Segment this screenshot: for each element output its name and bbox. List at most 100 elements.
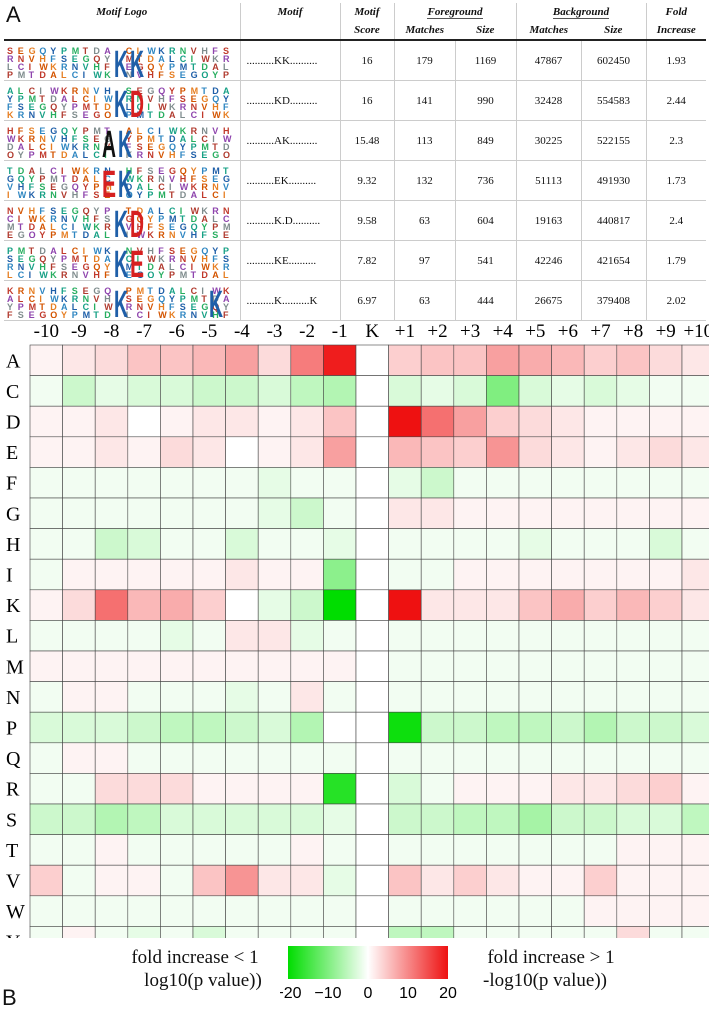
logo-glyph: R: [50, 214, 57, 224]
heatmap-cell: [583, 620, 618, 652]
motif-logo-image: AYFKLPSRCMENITGVWDQHKAYFRLPSNCMEVITGHWDQ…: [7, 84, 230, 118]
heatmap-cell: [323, 803, 357, 835]
logo-glyph: E: [137, 86, 143, 96]
motif-sequence: ..........AK..........: [239, 120, 340, 161]
logo-glyph: T: [126, 206, 132, 216]
logo-glyph: V: [83, 270, 89, 278]
heatmap-cell: [453, 681, 487, 713]
logo-glyph: V: [169, 174, 175, 184]
heatmap-cell: [681, 405, 709, 438]
heatmap-cell: [192, 926, 226, 938]
logo-glyph: R: [169, 46, 176, 56]
heatmap-cell: [681, 926, 709, 938]
logo-glyph: Y: [50, 254, 56, 264]
logo-glyph: I: [83, 70, 86, 78]
fg-matches: 179: [393, 40, 455, 81]
heatmap-cell: [94, 528, 129, 560]
logo-glyph: R: [93, 166, 100, 176]
heatmap-cell: [355, 834, 389, 866]
logo-glyph: V: [93, 294, 99, 304]
heatmap-cell: [62, 711, 96, 744]
logo-glyph: Y: [61, 310, 67, 318]
heatmap-cell: [192, 589, 226, 621]
logo-glyph: Y: [83, 182, 89, 192]
heatmap-cell: [29, 711, 63, 744]
logo-glyph: I: [126, 230, 129, 238]
heatmap-cell: [649, 436, 683, 468]
logo-glyph: A: [61, 94, 68, 104]
heatmap-cell: [323, 620, 357, 652]
heatmap-cell: [681, 344, 709, 376]
heatmap-cell: [323, 650, 357, 682]
logo-glyph: T: [7, 166, 13, 176]
heatmap-cell: [257, 620, 292, 652]
heatmap-cell: [453, 528, 487, 560]
logo-glyph: W: [29, 214, 38, 224]
heatmap-cell: [160, 375, 194, 407]
heatmap-cell: [355, 467, 389, 499]
heatmap-cell: [192, 558, 226, 591]
heatmap-cell: [290, 864, 324, 897]
logo-glyph: L: [83, 150, 89, 158]
heatmap-cell: [29, 436, 63, 468]
logo-glyph: K: [169, 310, 176, 318]
heatmap-cell: [290, 926, 324, 938]
logo-glyph: T: [104, 126, 110, 136]
logo-glyph: A: [7, 294, 14, 304]
heatmap-row-label: Q: [6, 748, 21, 770]
logo-glyph: S: [61, 54, 67, 64]
logo-glyph: F: [29, 182, 35, 192]
logo-glyph: Y: [39, 230, 45, 238]
logo-glyph: Y: [7, 94, 13, 104]
heatmap-cell: [323, 589, 357, 621]
motif-sequence: ..........KD..........: [239, 80, 340, 121]
logo-glyph: E: [18, 46, 24, 56]
heatmap-column-label: +10: [683, 321, 709, 342]
heatmap-cell: [127, 589, 161, 621]
heatmap-cell: [420, 589, 455, 621]
logo-glyph: R: [18, 110, 25, 118]
logo-glyph: Q: [201, 246, 208, 256]
motif-score: 16: [339, 80, 394, 121]
heatmap-cell: [257, 650, 292, 682]
logo-glyph: K: [29, 190, 36, 198]
logo-glyph: M: [180, 62, 188, 72]
heatmap-cell: [94, 620, 129, 652]
motif-sequence: ..........KE..........: [239, 240, 340, 281]
logo-glyph: T: [137, 54, 143, 64]
heatmap-cell: [355, 803, 389, 835]
logo-glyph: N: [39, 134, 46, 144]
logo-glyph: M: [72, 46, 80, 56]
heatmap-cell: [649, 497, 683, 529]
logo-glyph: K: [180, 126, 187, 136]
heatmap-cell: [29, 344, 63, 376]
fg-matches: 63: [393, 280, 455, 321]
logo-glyph: I: [201, 110, 204, 118]
logo-glyph: M: [104, 182, 112, 192]
heatmap-cell: [486, 834, 520, 866]
heatmap-cell: [388, 467, 422, 499]
logo-glyph: V: [147, 302, 153, 312]
logo-key-residue: K: [209, 284, 223, 318]
heatmap-cell: [225, 620, 259, 652]
logo-glyph: C: [147, 126, 154, 136]
logo-glyph: F: [223, 310, 229, 318]
logo-glyph: Y: [93, 206, 99, 216]
logo-glyph: N: [137, 302, 144, 312]
logo-glyph: A: [212, 270, 219, 278]
logo-glyph: R: [72, 294, 79, 304]
logo-glyph: H: [201, 254, 208, 264]
heatmap-cell: [420, 926, 455, 938]
motif-score: 6.97: [339, 280, 394, 321]
logo-glyph: W: [169, 126, 178, 136]
heatmap-cell: [257, 528, 292, 560]
heatmap-cell: [518, 864, 552, 897]
heatmap-column-label: +5: [525, 321, 545, 342]
heatmap-cell: [29, 895, 63, 927]
logo-glyph: C: [61, 222, 68, 232]
logo-glyph: S: [93, 190, 99, 198]
fg-matches: 97: [393, 240, 455, 281]
logo-glyph: Q: [158, 86, 165, 96]
